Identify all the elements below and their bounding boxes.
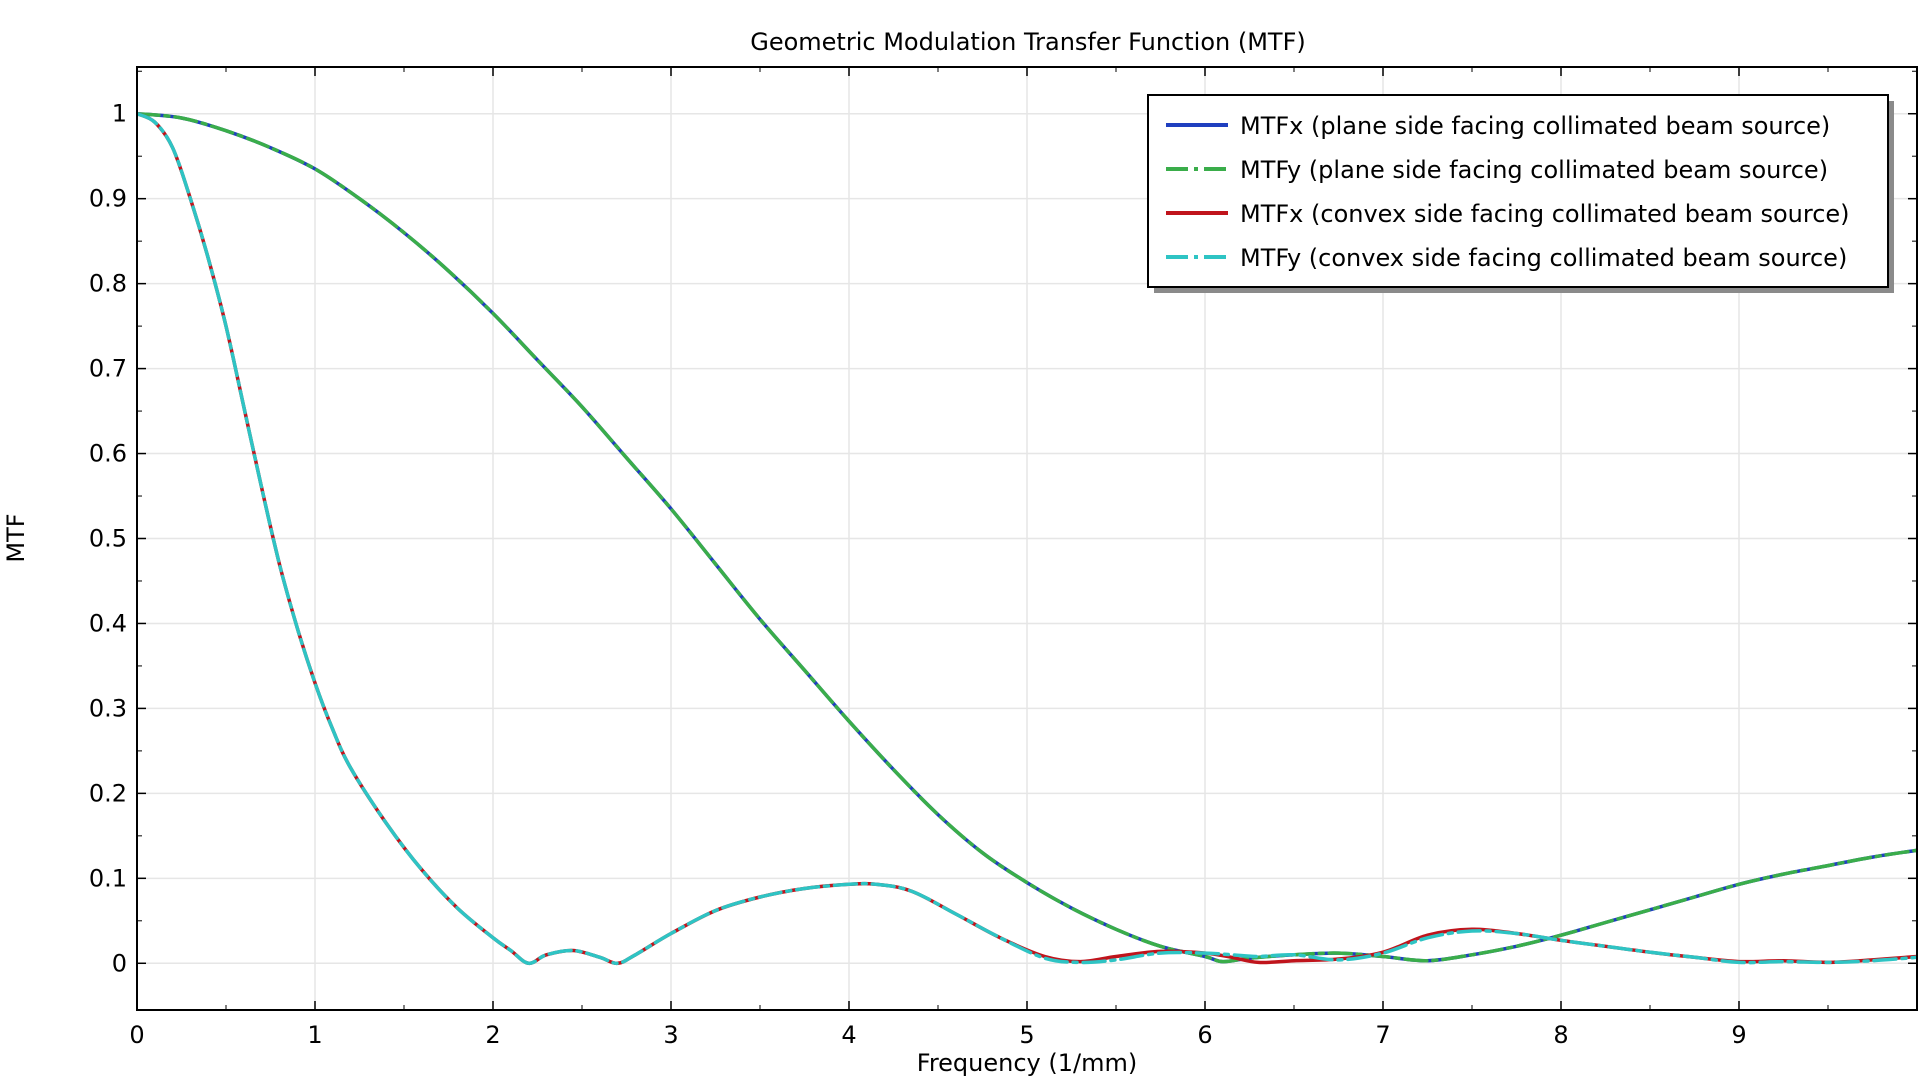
- y-tick-label: 0.4: [89, 609, 127, 637]
- legend-entry-2: MTFy (plane side facing collimated beam …: [1240, 156, 1828, 184]
- legend: MTFx (plane side facing collimated beam …: [1147, 94, 1894, 293]
- y-tick-label: 0.9: [89, 185, 127, 213]
- x-tick-label: 8: [1553, 1021, 1568, 1049]
- x-tick-label: 0: [129, 1021, 144, 1049]
- y-tick-label: 0.1: [89, 864, 127, 892]
- x-tick-label: 7: [1375, 1021, 1390, 1049]
- x-tick-label: 5: [1019, 1021, 1034, 1049]
- legend-box: [1147, 94, 1889, 288]
- x-tick-label: 4: [841, 1021, 856, 1049]
- x-axis-ticks: 0 1 2 3 4 5 6 7 8 9: [129, 67, 1829, 1049]
- plot-area-frame: [136, 66, 1918, 1011]
- y-tick-label: 1: [112, 100, 127, 128]
- legend-entry-1: MTFx (plane side facing collimated beam …: [1240, 112, 1830, 140]
- y-axis-ticks: 0 0.1 0.2 0.3 0.4 0.5 0.6 0.7 0.8 0.9 1: [89, 70, 1917, 977]
- x-tick-label: 2: [485, 1021, 500, 1049]
- y-tick-label: 0.2: [89, 779, 127, 807]
- y-axis-label: MTF: [2, 513, 30, 562]
- y-tick-label: 0.7: [89, 355, 127, 383]
- y-tick-label: 0.5: [89, 525, 127, 553]
- y-tick-label: 0.3: [89, 694, 127, 722]
- x-tick-label: 6: [1197, 1021, 1212, 1049]
- series-layer: [137, 111, 1917, 966]
- series-line-4: [137, 111, 1917, 966]
- y-tick-label: 0.8: [89, 270, 127, 298]
- y-tick-label: 0: [112, 949, 127, 977]
- y-tick-label: 0.6: [89, 440, 127, 468]
- x-tick-label: 3: [663, 1021, 678, 1049]
- chart-title: Geometric Modulation Transfer Function (…: [750, 28, 1306, 56]
- x-axis-label: Frequency (1/mm): [917, 1049, 1137, 1077]
- series-line-2: [137, 111, 1917, 964]
- x-tick-label: 1: [307, 1021, 322, 1049]
- legend-entry-4: MTFy (convex side facing collimated beam…: [1240, 244, 1847, 272]
- legend-entry-3: MTFx (convex side facing collimated beam…: [1240, 200, 1850, 228]
- x-tick-label: 9: [1731, 1021, 1746, 1049]
